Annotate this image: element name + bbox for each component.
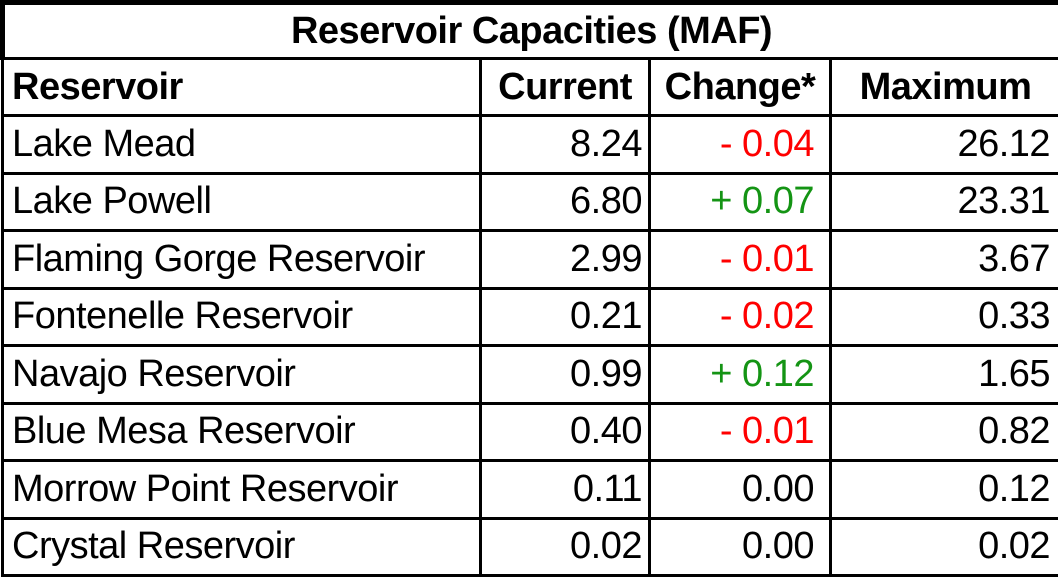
- table-title: Reservoir Capacities (MAF): [0, 0, 1058, 60]
- reservoir-name: Fontenelle Reservoir: [1, 286, 482, 347]
- maximum-value: 0.02: [828, 516, 1058, 577]
- table-row: Blue Mesa Reservoir 0.40- 0.01 0.82: [1, 401, 1058, 462]
- reservoir-name: Flaming Gorge Reservoir: [1, 229, 482, 290]
- current-value: 0.40: [479, 401, 651, 462]
- current-value: 8.24: [479, 114, 651, 175]
- table-row: Navajo Reservoir 0.99 + 0.12 1.65: [1, 344, 1058, 405]
- table-title-row: Reservoir Capacities (MAF): [0, 0, 1058, 60]
- change-value: - 0.02: [648, 286, 832, 347]
- change-value: + 0.12: [648, 344, 832, 405]
- current-value: 0.99: [479, 344, 651, 405]
- reservoir-name: Crystal Reservoir: [1, 516, 482, 577]
- table-header-row: Reservoir Current Change* Maximum: [1, 57, 1058, 117]
- maximum-value: 0.12: [828, 459, 1058, 520]
- column-header-change: Change*: [648, 57, 832, 117]
- current-value: 0.11: [479, 459, 651, 520]
- column-header-current: Current: [479, 57, 651, 117]
- table-row: Lake Mead 8.24- 0.04 26.12: [1, 114, 1058, 175]
- change-value: 0.00: [648, 459, 832, 520]
- change-value: - 0.01: [648, 401, 832, 462]
- current-value: 6.80: [479, 171, 651, 232]
- reservoir-name: Blue Mesa Reservoir: [1, 401, 482, 462]
- maximum-value: 0.82: [828, 401, 1058, 462]
- table-row: Morrow Point Reservoir 0.11 0.00 0.12: [1, 459, 1058, 520]
- reservoir-name: Navajo Reservoir: [1, 344, 482, 405]
- maximum-value: 0.33: [828, 286, 1058, 347]
- column-header-reservoir: Reservoir: [1, 57, 482, 117]
- current-value: 0.21: [479, 286, 651, 347]
- maximum-value: 1.65: [828, 344, 1058, 405]
- table-row: Crystal Reservoir 0.02 0.00 0.02: [1, 516, 1058, 577]
- reservoir-name: Morrow Point Reservoir: [1, 459, 482, 520]
- column-header-maximum: Maximum: [828, 57, 1058, 117]
- change-value: 0.00: [648, 516, 832, 577]
- table-row: Fontenelle Reservoir 0.21- 0.02 0.33: [1, 286, 1058, 347]
- current-value: 2.99: [479, 229, 651, 290]
- current-value: 0.02: [479, 516, 651, 577]
- maximum-value: 26.12: [828, 114, 1058, 175]
- change-value: - 0.01: [648, 229, 832, 290]
- maximum-value: 3.67: [828, 229, 1058, 290]
- reservoir-name: Lake Powell: [1, 171, 482, 232]
- table-row: Lake Powell 6.80 + 0.07 23.31: [1, 171, 1058, 232]
- reservoir-name: Lake Mead: [1, 114, 482, 175]
- table-row: Flaming Gorge Reservoir 2.99- 0.01 3.67: [1, 229, 1058, 290]
- table-body: Lake Mead 8.24- 0.04 26.12 Lake Powell 6.80 +…: [1, 114, 1058, 577]
- maximum-value: 23.31: [828, 171, 1058, 232]
- change-value: + 0.07: [648, 171, 832, 232]
- change-value: - 0.04: [648, 114, 832, 175]
